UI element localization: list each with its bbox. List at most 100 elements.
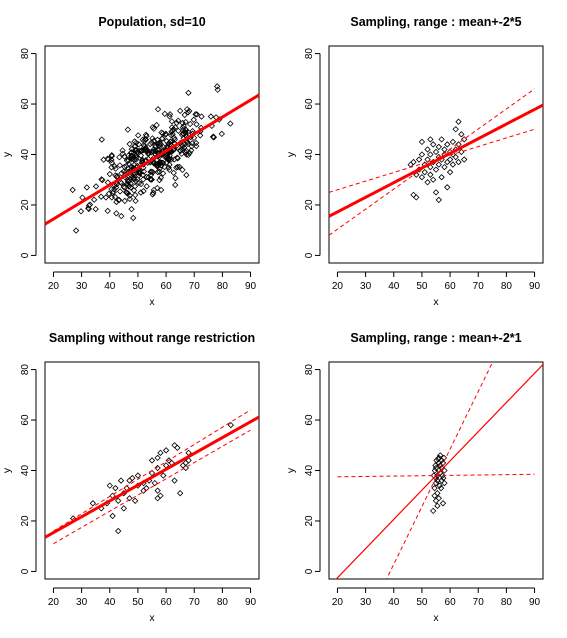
data-point [424,156,431,163]
data-point [115,527,122,535]
data-point [98,136,105,143]
data-point [121,197,128,205]
data-point [92,205,99,213]
data-point [157,449,164,457]
data-point [130,154,138,161]
data-point [169,127,176,134]
data-point [162,131,169,138]
x-tick-label: 30 [360,281,372,292]
x-axis-label: x [149,296,155,308]
y-tick-label: 40 [20,149,31,161]
data-point [157,174,165,181]
data-point [449,161,457,168]
x-tick-label: 80 [217,281,229,292]
data-point [171,134,178,142]
data-point [455,158,462,166]
data-point [171,477,178,484]
data-point [184,139,191,146]
data-point [452,126,459,133]
data-point [213,83,221,90]
data-point [112,165,119,172]
data-point [116,188,124,195]
data-point [439,472,446,479]
data-point [158,159,165,166]
data-point [126,195,133,203]
x-tick-label: 70 [473,281,485,292]
data-point [116,162,124,169]
data-point [177,147,184,155]
data-point [131,176,138,183]
x-tick-label: 50 [132,597,144,608]
data-point [151,479,158,487]
data-point [108,159,115,166]
data-point [126,161,133,168]
data-point [180,122,187,130]
data-point [126,477,133,484]
data-point [432,166,440,173]
x-tick-label: 30 [76,281,88,292]
y-tick-label: 0 [304,252,315,258]
x-tick-label: 20 [332,281,344,292]
data-point [156,168,163,175]
data-point [410,191,417,199]
data-point [171,442,178,449]
x-tick-label: 40 [104,597,116,608]
x-tick-label: 90 [245,597,257,608]
data-point [434,502,441,509]
data-point [440,454,448,462]
data-point [427,151,434,158]
data-point [154,140,161,148]
data-point [130,187,138,194]
data-point [427,163,434,171]
data-point [113,198,120,206]
y-tick-label: 0 [304,568,315,574]
plot-frame [44,45,260,264]
data-point [446,156,454,163]
data-point [174,163,181,171]
data-point [72,227,80,234]
data-point [207,113,215,120]
data-point [115,497,122,504]
data-point [441,146,448,153]
data-point [69,186,76,194]
data-point [148,139,155,146]
data-point [173,119,180,127]
data-point [441,479,448,487]
data-point [146,140,154,148]
x-tick-label: 20 [48,597,60,608]
data-point [444,184,451,191]
y-tick-label: 60 [304,414,315,426]
data-point [182,127,190,134]
data-point [172,175,179,182]
data-point [118,170,125,177]
data-point [154,184,161,192]
data-point [154,495,161,502]
fit-line [45,415,259,539]
data-point [218,130,225,138]
data-point [157,492,164,499]
y-axis-label: y [285,151,297,157]
data-point [106,170,113,178]
data-point [434,477,441,484]
data-point [128,145,136,153]
data-point [124,176,131,183]
data-point [118,212,125,220]
x-axis-label: x [433,296,439,308]
x-tick-label: 70 [473,597,485,608]
data-point [172,181,179,189]
data-point [432,497,440,504]
data-point [182,459,189,467]
x-tick-label: 90 [529,281,541,292]
data-point [170,169,177,177]
data-point [113,210,120,217]
y-tick-label: 20 [304,199,315,211]
data-point [92,183,100,190]
data-point [178,131,186,139]
data-point [160,472,167,479]
y-tick-label: 0 [20,252,31,258]
data-point [449,138,457,146]
data-point [99,176,106,184]
y-tick-label: 40 [20,465,31,477]
data-point [109,512,116,520]
data-point [111,163,118,170]
